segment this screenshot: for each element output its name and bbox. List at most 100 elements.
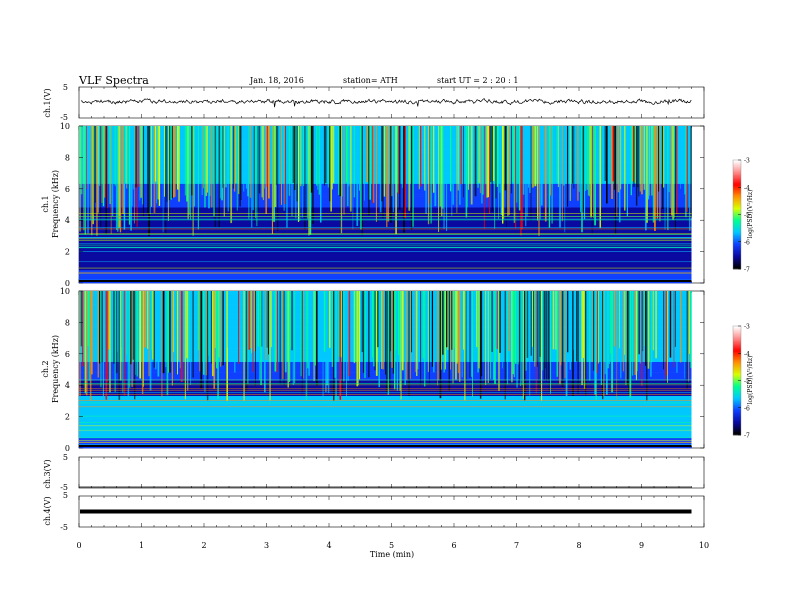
spec2-img-streak	[151, 291, 153, 351]
spec1-img-streak	[110, 126, 112, 234]
spec1-img-streak	[235, 126, 237, 183]
spec2-img-streak	[422, 291, 425, 359]
spec1-img-streak	[440, 126, 443, 217]
spec1-img-band	[79, 220, 692, 224]
spec2-img-streak	[214, 291, 216, 348]
spec1-img-streak	[84, 126, 86, 235]
spec2-img-streak	[148, 291, 150, 377]
spec1-img-streak	[548, 126, 551, 228]
spec1-img-streak	[463, 126, 464, 198]
spec1-img-streak	[79, 126, 81, 232]
spec2-img-band	[79, 382, 692, 386]
ch1-waveform-panel: 5 -5 ch.1(V)	[43, 83, 692, 122]
spec2-img-streak	[626, 291, 629, 386]
spec2-img-streak	[546, 291, 547, 382]
spec2-img-streak	[446, 291, 448, 348]
spec2-img-streak	[394, 291, 396, 390]
spec2-img-streak	[590, 291, 592, 362]
spec1-img-streak	[641, 126, 643, 195]
spec2-img-streak	[537, 291, 538, 367]
spec2-img-streak	[208, 291, 210, 356]
spec2-img-streak	[502, 291, 503, 369]
spec2-img-streak	[131, 291, 133, 387]
spec2-img-streak	[525, 291, 527, 371]
spec2-img-streak	[128, 291, 131, 388]
spec2-img-streak	[620, 291, 622, 379]
spec1-img-streak	[659, 126, 661, 222]
spec1-img-streak	[299, 126, 301, 221]
spec2-img-streak	[143, 291, 144, 387]
spec1-img-streak	[460, 126, 462, 185]
ch2-colorbar: -3 -4 -5 -6 -7 log(PSD)(V²/Hz)	[732, 324, 754, 440]
spec1-img-streak	[531, 126, 534, 188]
spec1-img-streak	[106, 126, 108, 209]
spec1-img-streak	[427, 126, 430, 225]
spec1-img-streak	[439, 126, 442, 207]
spec1-img-streak	[243, 126, 245, 192]
spec1-img-streak	[399, 126, 401, 210]
spec1-img-streak	[430, 126, 432, 224]
spec1-img-streak	[291, 126, 293, 217]
spec2-img-streak	[126, 291, 128, 355]
spec2-img-streak	[284, 291, 287, 373]
spec2-img-streak	[347, 291, 350, 381]
ch3-ytick-neg5: -5	[60, 483, 68, 492]
spec1-img-streak	[544, 126, 547, 222]
spec1-img-streak	[567, 126, 569, 207]
spec1-img-band	[79, 204, 692, 208]
spec2-img-streak	[399, 291, 401, 391]
spec2-img-streak	[604, 291, 606, 375]
ytick: 4	[65, 216, 70, 225]
spec2-img-streak	[286, 291, 288, 362]
spec2-img-streak	[144, 291, 147, 348]
ch1-colorbar-label: log(PSD)(V²/Hz)	[747, 190, 754, 239]
spec1-img-streak	[115, 126, 118, 231]
spec2-img-streak	[253, 291, 256, 352]
ch1-colorbar: -3 -4 -5 -6 -7 log(PSD)(V²/Hz)	[732, 158, 754, 274]
spec1-img-streak	[240, 126, 242, 200]
spec2-img-streak	[226, 291, 228, 401]
spec2-img-streak	[460, 291, 462, 347]
spec2-img-streak	[463, 291, 465, 350]
spec1-img-streak	[451, 126, 453, 216]
spec2-img-streak	[567, 291, 569, 353]
spec2-img-dc-line	[79, 445, 692, 447]
ytick: 10	[60, 287, 70, 296]
spec2-img-streak	[591, 291, 593, 363]
spec2-img-streak	[607, 291, 610, 369]
spec2-img-streak	[382, 291, 385, 370]
spec1-img-streak	[104, 126, 106, 198]
ch4-ylabel: ch.4(V)	[43, 496, 52, 525]
spec1-img-streak	[304, 126, 306, 230]
spec1-img-streak	[331, 126, 333, 190]
spec2-img-streak	[437, 291, 438, 386]
spec2-img-streak	[430, 291, 432, 359]
spec2-img-streak	[405, 291, 408, 380]
spec1-img-streak	[643, 126, 645, 190]
spec2-img-streak	[619, 291, 620, 349]
spec2-img-band	[79, 406, 692, 410]
spec2-img-streak	[305, 291, 308, 401]
spec2-img-streak	[535, 291, 537, 394]
spec1-img-streak	[249, 126, 252, 198]
spec2-img-streak	[88, 291, 90, 381]
spec2-img-streak	[461, 291, 463, 378]
spec2-img-streak	[308, 291, 310, 376]
spec1-img-streak	[286, 126, 288, 228]
spec1-img-band	[79, 152, 692, 156]
spec1-img-streak	[320, 126, 322, 223]
spec2-img-streak	[152, 291, 154, 360]
spec1-img-streak	[481, 126, 483, 204]
spec1-img-streak	[556, 126, 558, 183]
spec1-img-streak	[262, 126, 264, 201]
spec2-img-streak	[440, 291, 442, 370]
spec1-img-streak	[375, 126, 377, 222]
spec1-img-streak	[550, 126, 551, 196]
spec2-img-streak	[378, 291, 380, 388]
spec1-img-streak	[248, 126, 250, 219]
ch3-ylabel: ch.3(V)	[43, 459, 52, 488]
spec2-img-streak	[330, 291, 332, 349]
spec2-img-streak	[219, 291, 222, 367]
spec2-img-streak	[82, 291, 84, 367]
spec2-img-streak	[673, 291, 675, 368]
